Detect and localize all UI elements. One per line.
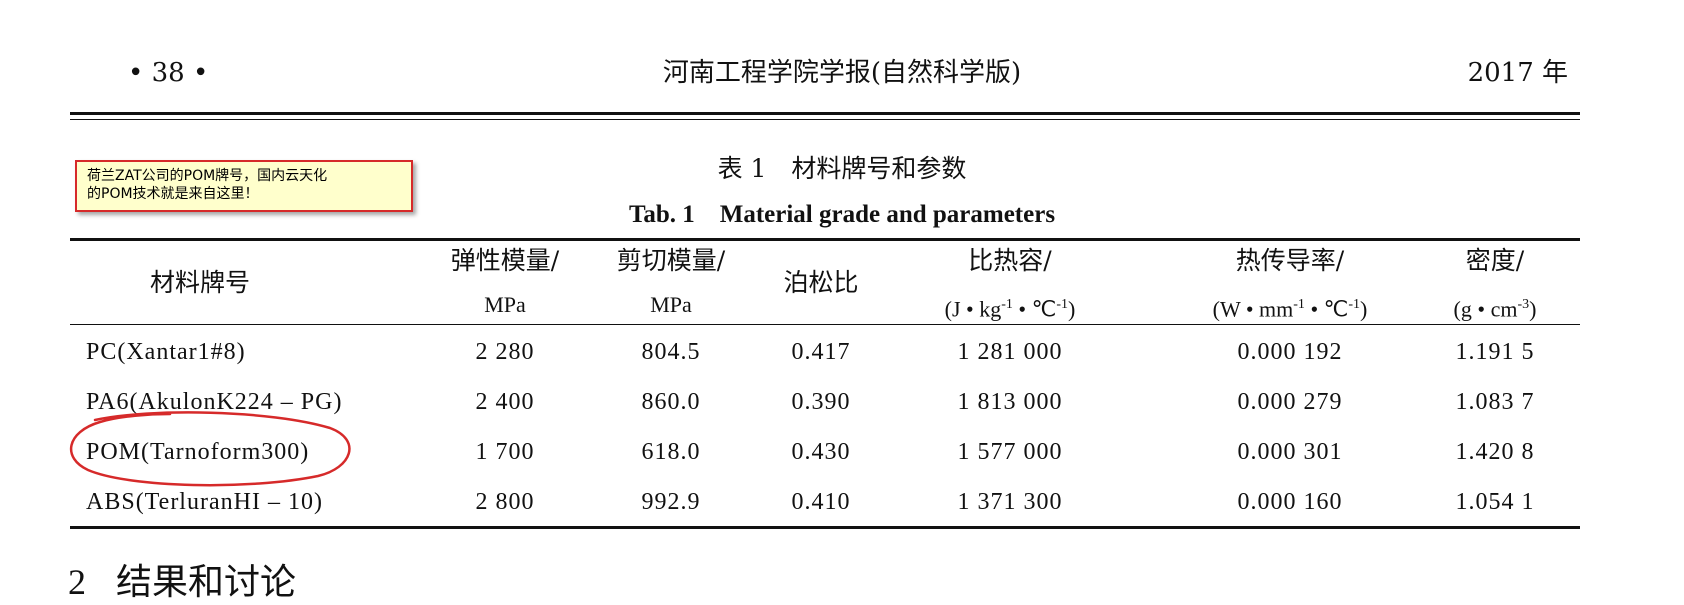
cell-shear: 992.9 [641,489,701,515]
header-heat-unit: (J • kg-1 • ℃-1) [944,296,1076,322]
cell-density: 1.083 7 [1455,389,1535,415]
table-header-rule [70,324,1580,325]
header-poisson-ratio: 泊松比 [783,268,859,297]
cell-poisson: 0.390 [791,389,851,415]
cell-specific-heat: 1 813 000 [957,389,1063,415]
section-title: 结果和讨论 [116,562,297,603]
header-thermal-conductivity: 热传导率/ (W • mm-1 • ℃-1) [1160,246,1420,324]
cell-density: 1.191 5 [1455,339,1535,365]
cell-elastic: 1 700 [475,439,535,465]
cell-density: 1.420 8 [1455,439,1535,465]
header-material-grade: 材料牌号 [149,268,250,297]
cell-shear: 804.5 [641,339,701,365]
journal-title: 河南工程学院学报(自然科学版) [662,58,1022,88]
header-specific-heat: 比热容/ (J • kg-1 • ℃-1) [880,246,1140,324]
header-rule-thick [70,112,1580,115]
cell-conductivity: 0.000 160 [1237,489,1343,515]
page-number: • 38 • [128,58,209,88]
header-elastic-modulus: 弹性模量/ MPa [420,246,590,320]
table-caption-en: Tab. 1 Material grade and parameters [628,201,1056,228]
cell-shear: 860.0 [641,389,701,415]
section-number: 2 [68,562,86,602]
publication-year: 2017 年 [1467,58,1568,88]
cell-conductivity: 0.000 301 [1237,439,1343,465]
cell-poisson: 0.410 [791,489,851,515]
cell-material: PC(Xantar1#8) [86,339,246,365]
header-elastic-label: 弹性模量/ [450,246,560,275]
section-heading: 2 结果和讨论 [68,562,296,603]
header-density-unit: (g • cm-3) [1453,296,1537,322]
header-cond-unit: (W • mm-1 • ℃-1) [1212,296,1368,322]
header-rule-thin [70,119,1580,120]
cell-poisson: 0.430 [791,439,851,465]
header-density-label: 密度/ [1465,246,1525,275]
cell-conductivity: 0.000 192 [1237,339,1343,365]
cell-shear: 618.0 [641,439,701,465]
annotation-line-1: 荷兰ZAT公司的POM牌号，国内云天化 [87,168,328,184]
table-caption-zh: 表 1 材料牌号和参数 [717,154,967,183]
cell-conductivity: 0.000 279 [1237,389,1343,415]
cell-specific-heat: 1 577 000 [957,439,1063,465]
header-cond-label: 热传导率/ [1235,246,1345,275]
cell-elastic: 2 800 [475,489,535,515]
cell-material: ABS(TerluranHI – 10) [86,489,323,515]
cell-poisson: 0.417 [791,339,851,365]
header-density: 密度/ (g • cm-3) [1420,246,1570,324]
cell-specific-heat: 1 281 000 [957,339,1063,365]
annotation-note[interactable]: 荷兰ZAT公司的POM牌号，国内云天化 的POM技术就是来自这里！ [75,160,413,212]
header-shear-unit: MPa [650,292,692,317]
header-shear-modulus: 剪切模量/ MPa [586,246,756,320]
cell-material: POM(Tarnoform300) [86,439,310,465]
header-heat-label: 比热容/ [968,246,1052,275]
header-shear-label: 剪切模量/ [616,246,726,275]
annotation-line-2: 的POM技术就是来自这里！ [87,186,259,202]
cell-elastic: 2 280 [475,339,535,365]
cell-material: PA6(AkulonK224 – PG) [86,389,343,415]
header-elastic-unit: MPa [484,292,526,317]
cell-elastic: 2 400 [475,389,535,415]
cell-specific-heat: 1 371 300 [957,489,1063,515]
cell-density: 1.054 1 [1455,489,1535,515]
table-bottom-rule [70,526,1580,529]
table-top-rule [70,238,1580,241]
